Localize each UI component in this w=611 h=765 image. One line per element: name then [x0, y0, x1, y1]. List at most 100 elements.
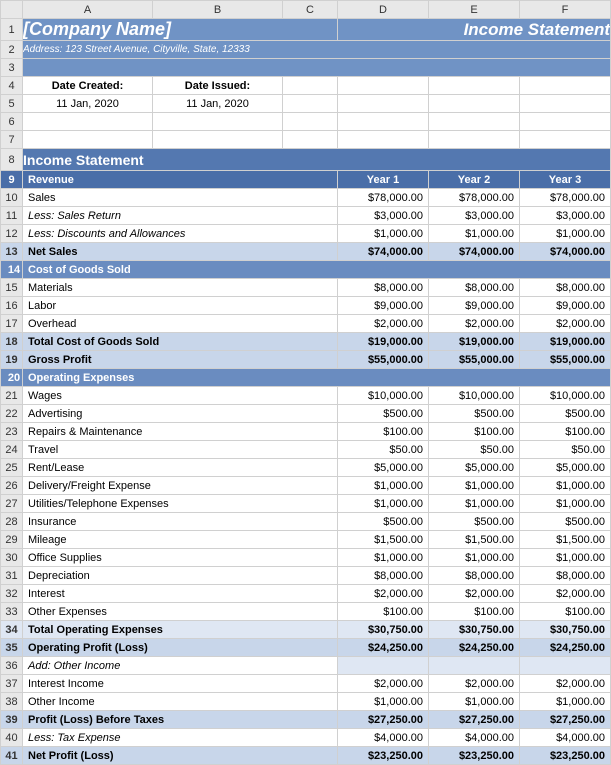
row-header[interactable]: 39 [1, 711, 23, 729]
line-value[interactable]: $9,000.00 [338, 297, 429, 315]
row-header[interactable]: 36 [1, 657, 23, 675]
total-value[interactable]: $27,250.00 [429, 711, 520, 729]
empty[interactable] [23, 113, 153, 131]
row-header[interactable]: 6 [1, 113, 23, 131]
total-value[interactable]: $55,000.00 [429, 351, 520, 369]
col-header-A[interactable]: A [23, 1, 153, 19]
line-value[interactable]: $100.00 [520, 603, 611, 621]
line-label[interactable]: Sales [23, 189, 338, 207]
empty[interactable] [283, 113, 338, 131]
line-label[interactable]: Insurance [23, 513, 338, 531]
line-value[interactable]: $5,000.00 [520, 459, 611, 477]
line-label[interactable]: Interest [23, 585, 338, 603]
line-value[interactable]: $78,000.00 [338, 189, 429, 207]
total-value[interactable]: $24,250.00 [338, 639, 429, 657]
line-label[interactable]: Less: Tax Expense [23, 729, 338, 747]
line-value[interactable]: $1,500.00 [520, 531, 611, 549]
line-value[interactable]: $2,000.00 [520, 585, 611, 603]
line-label[interactable]: Materials [23, 279, 338, 297]
total-value[interactable]: $27,250.00 [520, 711, 611, 729]
line-label[interactable]: Other Income [23, 693, 338, 711]
row-header[interactable]: 27 [1, 495, 23, 513]
line-value[interactable]: $10,000.00 [338, 387, 429, 405]
line-value[interactable]: $100.00 [429, 603, 520, 621]
empty[interactable] [338, 95, 429, 113]
line-value[interactable]: $500.00 [429, 405, 520, 423]
total-value[interactable]: $23,250.00 [429, 747, 520, 765]
total-value[interactable]: $27,250.00 [338, 711, 429, 729]
line-label[interactable]: Repairs & Maintenance [23, 423, 338, 441]
row-header[interactable]: 4 [1, 77, 23, 95]
line-label[interactable]: Overhead [23, 315, 338, 333]
line-value[interactable]: $1,000.00 [338, 495, 429, 513]
line-value[interactable]: $8,000.00 [429, 567, 520, 585]
total-value[interactable]: $24,250.00 [429, 639, 520, 657]
line-value[interactable]: $1,000.00 [429, 693, 520, 711]
row-header[interactable]: 13 [1, 243, 23, 261]
row-header[interactable]: 26 [1, 477, 23, 495]
line-value[interactable]: $5,000.00 [338, 459, 429, 477]
line-value[interactable]: $50.00 [429, 441, 520, 459]
total-value[interactable]: $23,250.00 [520, 747, 611, 765]
line-value[interactable]: $2,000.00 [338, 315, 429, 333]
line-label[interactable]: Depreciation [23, 567, 338, 585]
line-value[interactable]: $2,000.00 [520, 675, 611, 693]
line-value[interactable]: $500.00 [429, 513, 520, 531]
empty[interactable] [520, 77, 611, 95]
col-header-D[interactable]: D [338, 1, 429, 19]
empty[interactable] [283, 77, 338, 95]
line-label[interactable]: Less: Sales Return [23, 207, 338, 225]
line-value[interactable]: $50.00 [520, 441, 611, 459]
total-value[interactable]: $55,000.00 [338, 351, 429, 369]
row-header[interactable]: 11 [1, 207, 23, 225]
empty[interactable] [429, 95, 520, 113]
empty[interactable] [283, 131, 338, 149]
line-value[interactable]: $10,000.00 [520, 387, 611, 405]
line-value[interactable]: $2,000.00 [338, 675, 429, 693]
spreadsheet[interactable]: ABCDEF1[Company Name]Income Statement2Ad… [0, 0, 611, 765]
line-label[interactable]: Delivery/Freight Expense [23, 477, 338, 495]
line-value[interactable]: $100.00 [429, 423, 520, 441]
col-header-B[interactable]: B [153, 1, 283, 19]
line-value[interactable]: $8,000.00 [520, 567, 611, 585]
row-header[interactable]: 24 [1, 441, 23, 459]
empty[interactable] [520, 95, 611, 113]
row-header[interactable]: 22 [1, 405, 23, 423]
row-header[interactable]: 14 [1, 261, 23, 279]
line-value[interactable] [338, 657, 429, 675]
line-value[interactable]: $1,500.00 [429, 531, 520, 549]
line-label[interactable]: Office Supplies [23, 549, 338, 567]
empty[interactable] [338, 113, 429, 131]
row-header[interactable]: 2 [1, 41, 23, 59]
line-value[interactable]: $2,000.00 [429, 585, 520, 603]
row-header[interactable]: 38 [1, 693, 23, 711]
line-value[interactable]: $3,000.00 [520, 207, 611, 225]
line-value[interactable] [520, 657, 611, 675]
total-value[interactable]: $23,250.00 [338, 747, 429, 765]
line-label[interactable]: Interest Income [23, 675, 338, 693]
line-label[interactable]: Mileage [23, 531, 338, 549]
total-value[interactable]: $19,000.00 [429, 333, 520, 351]
line-value[interactable]: $500.00 [338, 405, 429, 423]
line-value[interactable]: $100.00 [338, 423, 429, 441]
line-value[interactable]: $1,000.00 [338, 477, 429, 495]
line-value[interactable]: $2,000.00 [429, 675, 520, 693]
total-value[interactable]: $30,750.00 [338, 621, 429, 639]
line-value[interactable]: $1,000.00 [338, 549, 429, 567]
line-value[interactable]: $1,000.00 [429, 549, 520, 567]
col-header-C[interactable]: C [283, 1, 338, 19]
line-value[interactable]: $4,000.00 [520, 729, 611, 747]
row-header[interactable]: 1 [1, 19, 23, 41]
row-header[interactable]: 20 [1, 369, 23, 387]
total-value[interactable]: $24,250.00 [520, 639, 611, 657]
empty[interactable] [283, 95, 338, 113]
date-created[interactable]: 11 Jan, 2020 [23, 95, 153, 113]
empty[interactable] [520, 113, 611, 131]
row-header[interactable]: 31 [1, 567, 23, 585]
line-value[interactable]: $500.00 [520, 405, 611, 423]
row-header[interactable]: 18 [1, 333, 23, 351]
empty[interactable] [429, 113, 520, 131]
row-header[interactable]: 33 [1, 603, 23, 621]
line-value[interactable]: $100.00 [520, 423, 611, 441]
row-header[interactable]: 23 [1, 423, 23, 441]
